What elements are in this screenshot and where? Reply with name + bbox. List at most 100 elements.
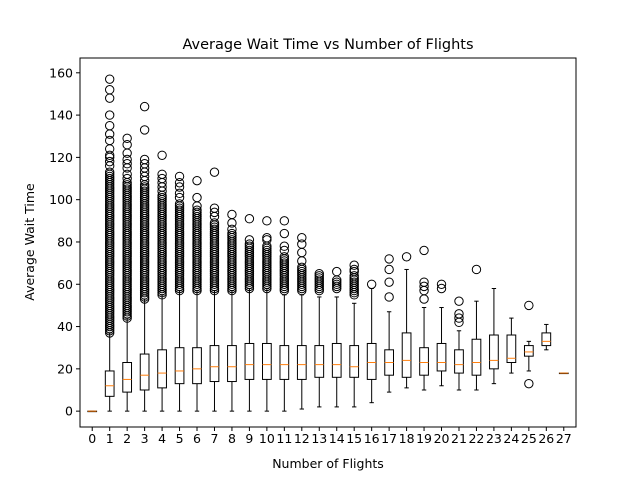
outlier-point <box>104 74 115 84</box>
box-21 <box>454 296 464 391</box>
outlier-point <box>279 216 290 226</box>
outlier-point <box>122 169 132 180</box>
outlier-point <box>122 180 132 190</box>
y-axis: 0 20 40 60 80 100 120 140 160 <box>49 65 80 419</box>
x-tick-label: 4 <box>158 431 166 446</box>
outlier-point <box>174 199 185 209</box>
iqr-box <box>262 342 272 380</box>
x-tick-label: 26 <box>538 431 554 446</box>
outlier-point <box>157 169 167 180</box>
outlier-point <box>139 154 150 165</box>
outlier-point <box>384 264 394 275</box>
outlier-point <box>104 110 115 120</box>
outlier-point <box>104 120 115 131</box>
x-tick-label: 24 <box>503 431 519 446</box>
box-9 <box>244 214 255 412</box>
x-tick-label: 22 <box>468 431 484 446</box>
outlier-point <box>192 211 202 222</box>
y-tick-label: 100 <box>49 192 73 207</box>
iqr-box <box>401 332 412 378</box>
box-20 <box>436 279 447 387</box>
outlier-point <box>262 235 272 245</box>
outlier-point <box>419 245 429 256</box>
y-tick-label: 120 <box>49 150 73 165</box>
box-3 <box>139 101 150 412</box>
outlier-point <box>279 241 290 251</box>
outlier-point <box>192 192 202 203</box>
x-tick-label: 13 <box>311 431 327 446</box>
outlier-point <box>349 266 359 277</box>
iqr-box <box>104 370 115 397</box>
iqr-box <box>314 345 325 378</box>
outlier-point <box>104 173 115 184</box>
outlier-point <box>192 175 202 186</box>
outlier-point <box>104 85 115 95</box>
y-tick-label: 40 <box>57 319 73 334</box>
iqr-box <box>419 347 429 376</box>
outlier-point <box>297 239 307 249</box>
box-17 <box>384 254 394 393</box>
outlier-point <box>332 279 342 289</box>
outlier-point <box>297 233 307 243</box>
x-tick-label: 15 <box>346 431 362 446</box>
outlier-point <box>209 218 220 228</box>
outlier-point <box>122 173 132 184</box>
outlier-point <box>139 101 150 112</box>
x-tick-label: 8 <box>228 431 236 446</box>
outlier-point <box>332 266 342 277</box>
outlier-point <box>384 292 394 302</box>
outlier-point <box>122 184 132 194</box>
box-5 <box>174 171 185 412</box>
x-tick-label: 27 <box>556 431 572 446</box>
outlier-point <box>244 214 255 224</box>
iqr-box <box>139 353 150 391</box>
outlier-point <box>209 167 220 177</box>
box-16 <box>366 279 377 404</box>
iqr-box <box>489 334 499 370</box>
outlier-point <box>262 216 272 226</box>
outlier-point <box>139 182 150 192</box>
x-tick-label: 1 <box>106 431 114 446</box>
outlier-point <box>401 252 412 262</box>
box-0 <box>87 410 98 413</box>
outlier-point <box>314 273 324 283</box>
outlier-point <box>122 159 132 169</box>
outlier-point <box>157 173 167 184</box>
box-14 <box>331 266 342 408</box>
box-12 <box>296 233 307 410</box>
outlier-point <box>314 271 324 281</box>
outlier-point <box>174 205 185 215</box>
outlier-point <box>244 239 255 249</box>
x-tick-label: 7 <box>211 431 219 446</box>
outlier-point <box>209 203 220 213</box>
x-tick-label: 0 <box>88 431 96 446</box>
outlier-point <box>262 245 272 256</box>
box-25 <box>523 300 534 389</box>
x-tick-label: 19 <box>416 431 432 446</box>
x-tick-label: 6 <box>193 431 201 446</box>
x-tick-label: 17 <box>381 431 397 446</box>
box-7 <box>209 167 220 412</box>
y-axis-label: Average Wait Time <box>22 183 37 301</box>
iqr-box <box>523 345 534 357</box>
outlier-point <box>436 283 447 294</box>
y-tick-label: 60 <box>57 277 73 292</box>
x-tick-label: 11 <box>276 431 292 446</box>
outlier-point <box>139 186 150 196</box>
outlier-point <box>419 281 429 292</box>
x-axis-label: Number of Flights <box>272 456 384 471</box>
iqr-box <box>541 332 552 347</box>
outlier-point <box>384 254 394 264</box>
outlier-point <box>227 228 237 239</box>
box-10 <box>262 216 272 412</box>
x-tick-label: 21 <box>451 431 467 446</box>
iqr-box <box>174 347 185 385</box>
x-axis: 0 1 2 3 4 5 6 7 8 9 10 11 12 13 14 15 16 17 18 19 20 21 22 23 24… <box>88 427 572 446</box>
outlier-point <box>104 156 115 167</box>
iqr-box <box>506 334 517 364</box>
outlier-point <box>384 277 394 287</box>
y-tick-label: 80 <box>57 234 73 249</box>
outlier-point <box>349 264 359 275</box>
outlier-point <box>174 178 185 188</box>
iqr-box <box>209 345 220 383</box>
